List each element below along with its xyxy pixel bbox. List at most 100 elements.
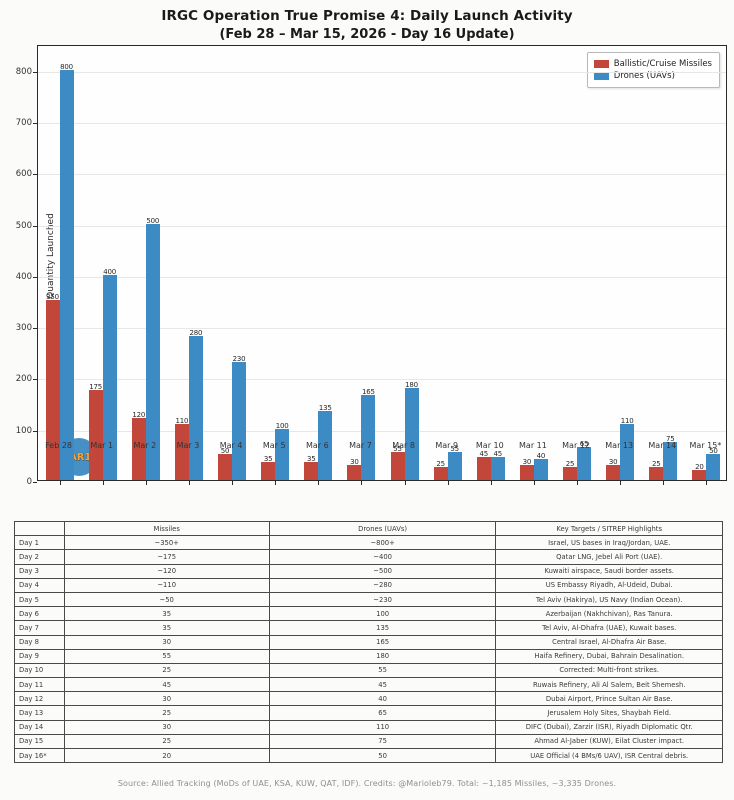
table-row: Day 1 ~350+ ~800+ Israel, US bases in Iraq/… [14, 535, 723, 551]
x-tick-mark [577, 481, 579, 485]
bar-mar11-missiles [519, 464, 534, 480]
drones-cell: ~800+ [268, 535, 497, 551]
day-cell: Day 4 [14, 577, 65, 593]
targets-cell: Tel Aviv, Al-Dhafra (UAE), Kuwait bases. [495, 620, 723, 636]
table-header-row: Missiles Drones (UAVs) Key Targets / SIT… [14, 520, 723, 537]
missiles-cell: 25 [63, 733, 270, 750]
targets-cell: US Embassy Riyadh, Al-Udeid, Dubai. [495, 577, 723, 593]
y-tick-label-100: 100 [15, 425, 32, 436]
bar-value-label: 30 [522, 457, 532, 466]
bar-value-label: 230 [232, 355, 246, 364]
y-tick-mark [33, 430, 37, 432]
drones-cell: ~400 [268, 549, 497, 565]
gridline-600 [38, 174, 726, 176]
bar-mar4-missiles [218, 454, 233, 480]
bar-mar8-missiles [390, 451, 405, 480]
x-tick-mark [490, 481, 492, 485]
table-header-missiles: Missiles [63, 520, 270, 537]
table-row: Day 6 35 100 Azerbaijan (Nakhchivan), Ras T… [14, 606, 723, 622]
missiles-cell: 35 [63, 606, 270, 622]
targets-cell: Jerusalem Holy Sites, Shaybah Field. [495, 705, 723, 721]
missiles-cell: 25 [63, 662, 270, 679]
missiles-cell: 30 [63, 634, 270, 650]
day-cell: Day 14 [14, 719, 65, 735]
bar-value-label: 30 [350, 457, 359, 466]
bar-mar7-drones [361, 395, 376, 480]
bar-mar6-drones [318, 410, 333, 480]
drones-cell: ~500 [268, 563, 497, 579]
drones-cell: 165 [268, 634, 497, 650]
gridline-100 [38, 430, 726, 432]
page-title: IRGC Operation True Promise 4: Daily Lau… [161, 8, 573, 24]
bar-mar5-missiles [261, 462, 276, 480]
missiles-cell: ~175 [63, 549, 270, 565]
targets-cell: Ruwais Refinery, Ali Al Salem, Beit Shem… [495, 677, 723, 693]
table-row: Day 10 25 55 Corrected: Multi-front strikes… [14, 662, 723, 679]
x-tick-label-mar14: Mar 14 [648, 441, 677, 450]
x-tick-label-mar1: Mar 1 [90, 441, 114, 450]
legend-label-drones: Drones (UAVs) [613, 71, 675, 81]
x-tick-mark [361, 481, 363, 485]
y-tick-mark [33, 379, 37, 381]
bar-mar4-drones [232, 362, 247, 480]
bar-chart-plot-area: Quantity Launched Ballistic/Cruise Missi… [16, 45, 727, 487]
bar-value-label: 45 [493, 449, 503, 458]
bar-value-label: 25 [652, 460, 661, 469]
bar-value-label: 400 [103, 267, 117, 276]
bar-mar13-drones [620, 423, 635, 480]
day-cell: Day 3 [14, 563, 65, 579]
missiles-cell: 30 [63, 691, 270, 707]
gridline-200 [38, 379, 726, 381]
table-row: Day 12 30 40 Dubai Airport, Prince Sultan A… [14, 691, 723, 707]
table-row: Day 7 35 135 Tel Aviv, Al-Dhafra (UAE), Kuw… [14, 620, 723, 636]
gridline-400 [38, 276, 726, 278]
bar-mar10-missiles [476, 456, 491, 480]
table-header-targets: Key Targets / SITREP Highlights [495, 520, 723, 537]
x-tick-label-mar6: Mar 6 [305, 441, 329, 450]
bar-mar2-drones [145, 223, 160, 480]
x-tick-label-mar10: Mar 10 [475, 441, 504, 450]
gridline-300 [38, 328, 726, 330]
gridline-500 [38, 225, 726, 227]
gridline-700 [38, 122, 726, 124]
table-row: Day 3 ~120 ~500 Kuwaiti airspace, Saudi bor… [14, 563, 723, 579]
y-tick-label-700: 700 [15, 117, 32, 128]
missiles-cell: 35 [63, 620, 270, 636]
y-tick-label-500: 500 [15, 220, 32, 231]
drones-cell: 110 [268, 719, 497, 735]
y-tick-mark [33, 482, 37, 483]
drones-cell: 40 [268, 691, 497, 707]
bar-value-label: 135 [318, 403, 332, 412]
chart-title-block: IRGC Operation True Promise 4: Daily Lau… [0, 8, 734, 42]
x-tick-mark [706, 481, 708, 485]
bar-value-label: 20 [695, 462, 704, 471]
missiles-cell: 30 [63, 719, 270, 735]
missiles-cell: ~120 [63, 563, 270, 579]
x-tick-mark [318, 481, 320, 485]
table-header-drones: Drones (UAVs) [268, 520, 497, 537]
x-tick-label-mar7: Mar 7 [349, 441, 372, 450]
day-cell: Day 2 [14, 549, 65, 565]
bar-mar14-missiles [649, 467, 664, 480]
y-tick-label-300: 300 [15, 323, 32, 334]
bar-value-label: 55 [450, 444, 459, 453]
legend-label-missiles: Ballistic/Cruise Missiles [613, 59, 712, 69]
day-cell: Day 12 [14, 691, 65, 707]
bar-mar8-drones [404, 387, 419, 480]
drones-cell: 45 [268, 677, 497, 693]
day-cell: Day 11 [14, 677, 65, 693]
bar-value-label: 110 [175, 416, 189, 425]
y-tick-label-400: 400 [15, 271, 32, 282]
table-row: Day 14 30 110 DIFC (Dubai), Zarzir (ISR), R… [14, 719, 723, 735]
y-tick-label-600: 600 [15, 169, 32, 180]
bar-value-label: 55 [393, 444, 402, 453]
bar-feb28-missiles [45, 300, 60, 480]
bar-value-label: 45 [479, 449, 489, 458]
day-cell: Day 8 [14, 634, 65, 650]
bar-mar15-missiles [692, 469, 707, 480]
missiles-cell: 45 [63, 677, 270, 693]
targets-cell: UAE Official (4 BMs/6 UAV), ISR Central … [495, 747, 723, 764]
y-tick-mark [33, 122, 37, 124]
bar-mar5-drones [275, 428, 290, 480]
drones-cell: 55 [268, 662, 497, 679]
